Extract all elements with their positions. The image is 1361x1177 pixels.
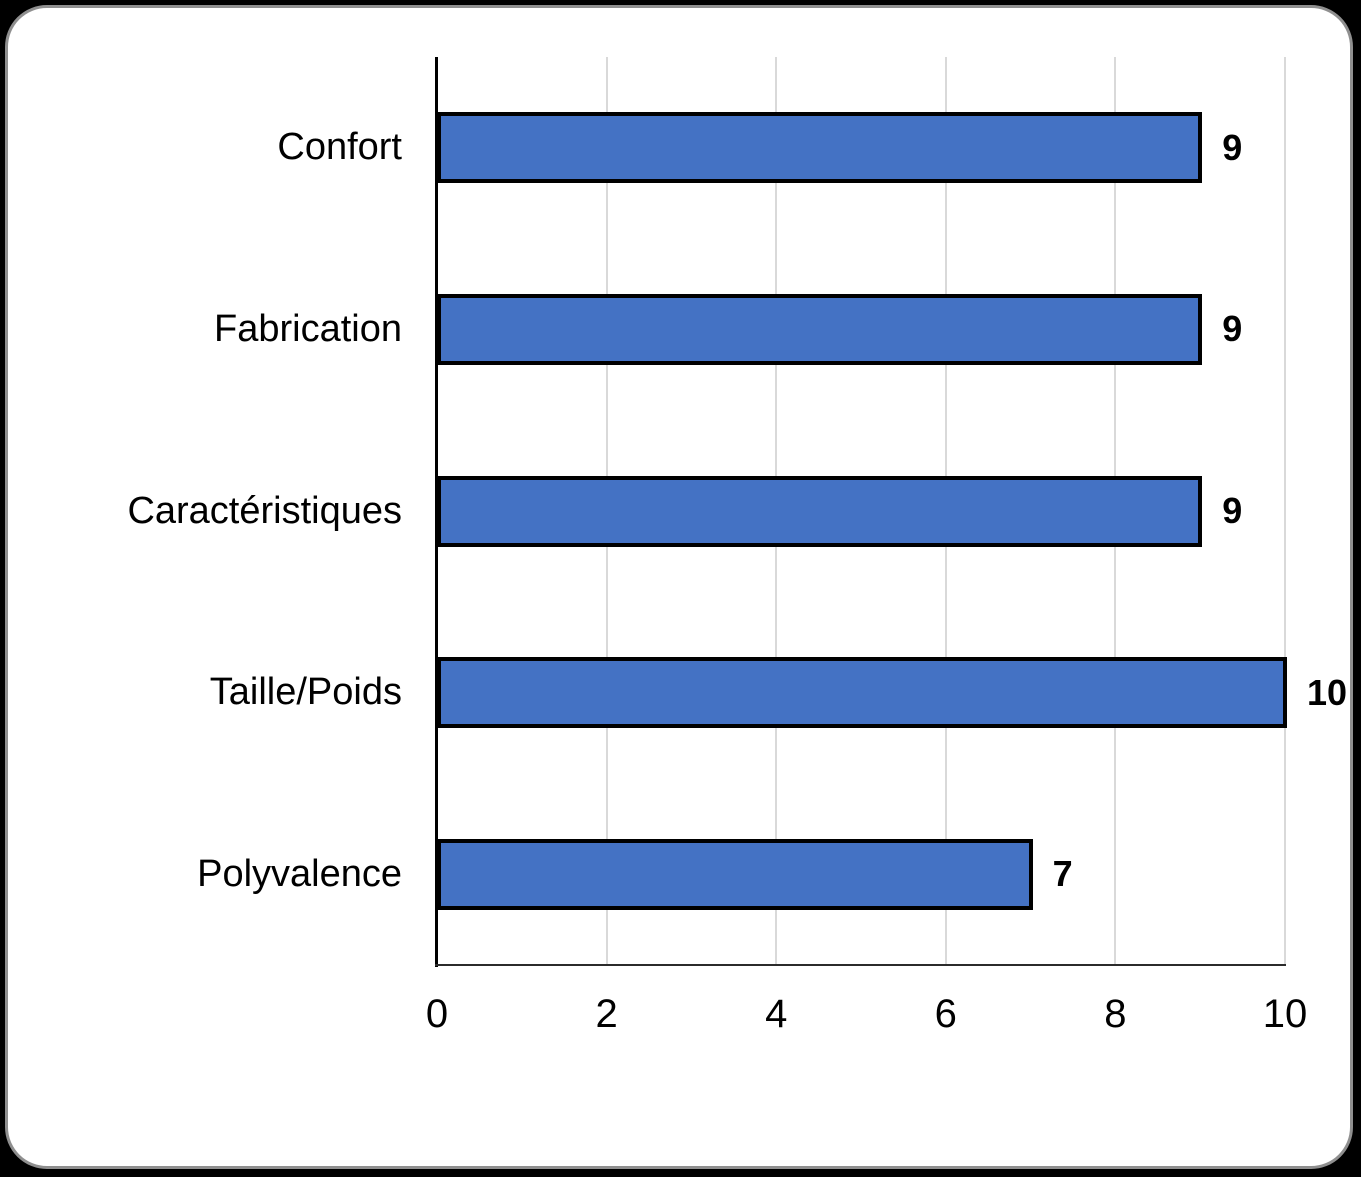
- bar: [437, 112, 1203, 184]
- category-label: Confort: [277, 126, 402, 169]
- y-axis-line: [435, 57, 438, 967]
- x-axis-line: [435, 964, 1286, 966]
- bar-value-label: 9: [1222, 126, 1243, 168]
- bar: [437, 475, 1203, 547]
- category-label: Taille/Poids: [209, 671, 402, 714]
- x-tick-label: 6: [934, 992, 957, 1036]
- x-tick-label: 0: [425, 992, 449, 1036]
- vertical-gridline: [1284, 57, 1286, 965]
- category-label: Polyvalence: [197, 852, 402, 895]
- bar: [437, 657, 1287, 729]
- bar-value-label: 10: [1307, 671, 1348, 713]
- bar-value-label: 9: [1222, 308, 1243, 350]
- x-tick-label: 2: [595, 992, 618, 1036]
- x-tick-label: 10: [1262, 992, 1308, 1036]
- category-label: Fabrication: [214, 307, 402, 350]
- x-tick-label: 8: [1104, 992, 1127, 1036]
- x-tick-label: 4: [765, 992, 788, 1036]
- bar-value-label: 9: [1222, 490, 1243, 531]
- category-label: Caractéristiques: [127, 489, 402, 532]
- bar: [437, 293, 1203, 365]
- bar-value-label: 7: [1052, 853, 1073, 895]
- bar: [437, 838, 1033, 910]
- chart-card: [5, 5, 1353, 1169]
